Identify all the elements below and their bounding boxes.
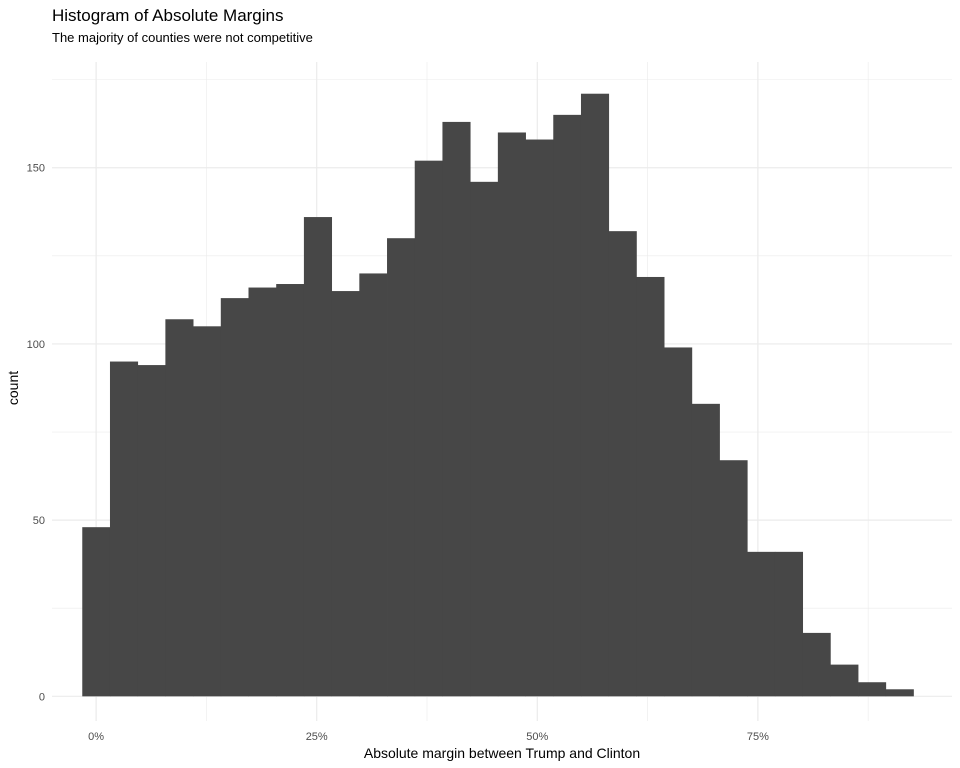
y-tick-label: 150 [27, 163, 45, 175]
histogram-bars [82, 93, 914, 697]
histogram-bar [885, 689, 914, 697]
histogram-bar [82, 527, 111, 697]
histogram-bar [830, 664, 859, 697]
histogram-bar [442, 121, 471, 697]
histogram-bar [580, 93, 610, 697]
chart-subtitle: The majority of counties were not compet… [52, 30, 313, 45]
x-tick-label: 25% [306, 731, 328, 743]
x-tick-label: 50% [526, 731, 548, 743]
histogram-bar [220, 298, 249, 697]
y-axis-tick-labels: 0 50 100 150 [27, 163, 45, 704]
histogram-bar [774, 551, 804, 697]
histogram-bar [414, 160, 443, 697]
histogram-bar [387, 238, 416, 697]
histogram-bar [331, 291, 360, 697]
histogram-bar [858, 682, 887, 697]
histogram-bar [802, 632, 831, 697]
histogram-bar [248, 287, 277, 697]
histogram-bar [553, 114, 582, 697]
y-axis-title: count [5, 371, 21, 405]
histogram-bar [137, 365, 166, 697]
histogram-bar [303, 217, 333, 697]
histogram-bar [608, 231, 637, 697]
histogram-bar [691, 403, 720, 697]
histogram-bar [636, 276, 665, 697]
histogram-bar [719, 460, 748, 697]
x-tick-label: 0% [88, 731, 104, 743]
y-tick-label: 50 [33, 515, 45, 527]
histogram-bar [470, 181, 499, 697]
y-tick-label: 100 [27, 339, 45, 351]
histogram-bar [525, 139, 554, 697]
histogram-bar [193, 326, 222, 697]
histogram-bar [359, 273, 388, 697]
histogram-bar [747, 551, 776, 697]
histogram-bar [165, 319, 194, 697]
chart-title: Histogram of Absolute Margins [52, 6, 284, 25]
histogram-bar [497, 132, 526, 697]
x-axis-tick-labels: 0% 25% 50% 75% [88, 731, 769, 743]
histogram-bar [109, 361, 139, 697]
histogram-bar [276, 284, 305, 697]
x-tick-label: 75% [747, 731, 769, 743]
histogram-bar [664, 347, 693, 697]
x-axis-title: Absolute margin between Trump and Clinto… [364, 745, 640, 761]
y-tick-label: 0 [39, 691, 45, 703]
